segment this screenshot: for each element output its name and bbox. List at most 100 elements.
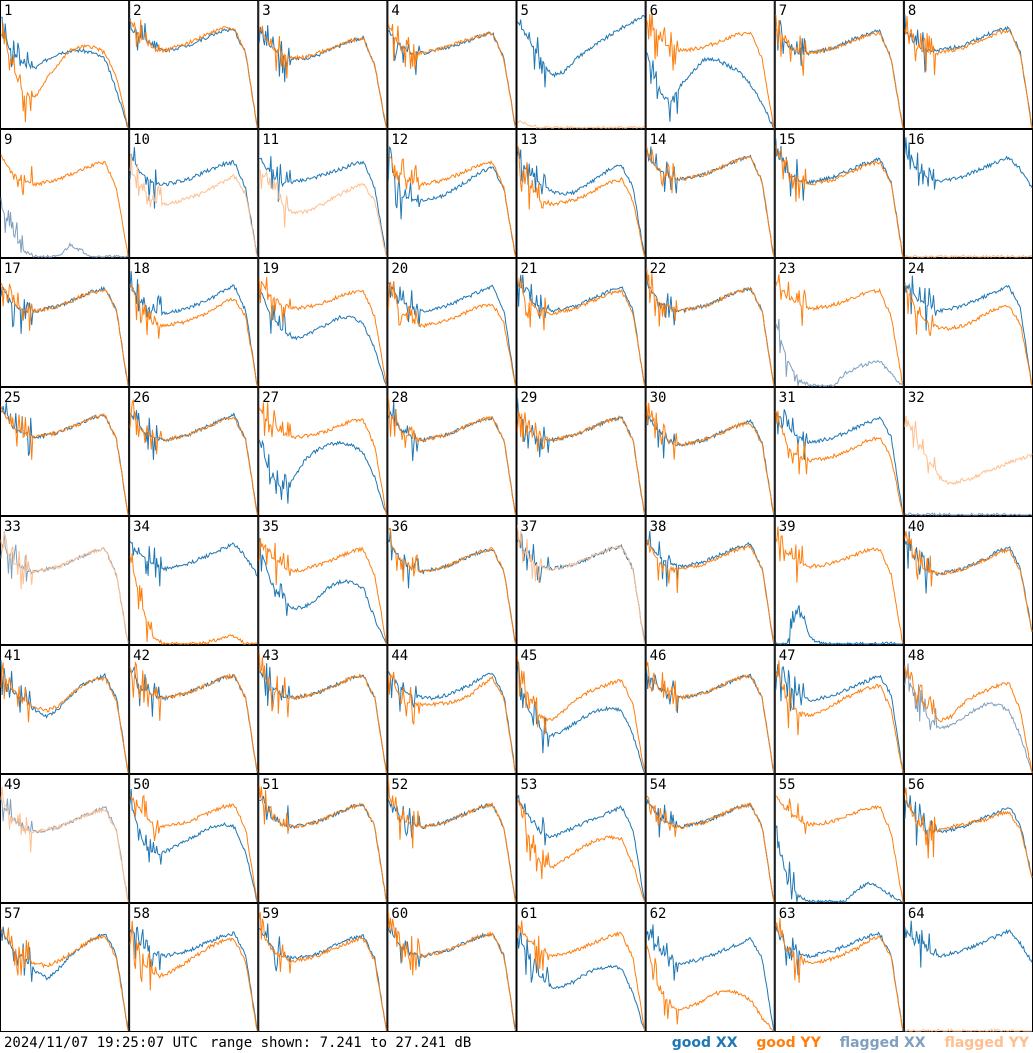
xx-spectrum-line — [517, 927, 646, 1031]
xx-spectrum-line — [0, 16, 129, 128]
xx-spectrum-line — [0, 197, 129, 258]
panel-label: 34 — [133, 519, 150, 535]
legend-good-xx: good XX — [671, 1035, 738, 1051]
panel-label: 56 — [908, 777, 925, 793]
panel-4: 4 — [387, 0, 517, 129]
xx-spectrum-line — [775, 409, 904, 516]
panel-13: 13 — [516, 129, 646, 258]
xx-spectrum-line — [904, 275, 1033, 387]
xx-spectrum-line — [904, 663, 1033, 773]
panel-frame — [258, 129, 388, 258]
panel-label: 46 — [650, 648, 667, 664]
yy-spectrum-line — [775, 274, 904, 386]
panel-frame — [129, 387, 259, 516]
panel-label: 64 — [908, 906, 925, 922]
panel-frame — [516, 645, 646, 774]
panel-51: 51 — [258, 774, 388, 903]
panel-frame — [0, 903, 130, 1032]
panel-frame — [387, 258, 517, 387]
panel-label: 11 — [262, 132, 279, 148]
panel-label: 9 — [4, 132, 12, 148]
yy-spectrum-line — [129, 154, 258, 258]
panel-label: 22 — [650, 261, 667, 277]
yy-spectrum-line — [129, 920, 258, 1031]
panel-5: 5 — [516, 0, 646, 129]
panel-label: 44 — [391, 648, 408, 664]
yy-spectrum-line — [646, 661, 775, 772]
xx-spectrum-line — [129, 410, 258, 515]
panel-37: 37 — [516, 516, 646, 645]
panel-frame — [903, 903, 1033, 1032]
xx-spectrum-line — [904, 531, 1033, 632]
panel-label: 19 — [262, 261, 279, 277]
yy-spectrum-line — [775, 145, 904, 258]
panel-label: 55 — [779, 777, 796, 793]
panel-64: 64 — [903, 903, 1033, 1032]
panel-label: 26 — [133, 390, 150, 406]
yy-spectrum-line — [517, 920, 646, 1031]
panel-6: 6 — [645, 0, 775, 129]
panel-31: 31 — [774, 387, 904, 516]
panel-15: 15 — [774, 129, 904, 258]
yy-spectrum-line — [387, 777, 516, 902]
panel-54: 54 — [645, 774, 775, 903]
yy-spectrum-line — [517, 799, 646, 903]
yy-spectrum-line — [775, 14, 904, 129]
yy-spectrum-line — [646, 401, 775, 514]
panel-27: 27 — [258, 387, 388, 516]
yy-spectrum-line — [646, 146, 775, 258]
panel-frame — [774, 258, 904, 387]
panel-frame — [516, 0, 646, 129]
yy-spectrum-line — [258, 168, 387, 258]
panel-label: 35 — [262, 519, 279, 535]
yy-spectrum-line — [517, 410, 646, 515]
panel-frame — [258, 645, 388, 774]
xx-spectrum-line — [129, 541, 258, 587]
panel-label: 30 — [650, 390, 667, 406]
yy-spectrum-line — [517, 657, 646, 772]
yy-spectrum-line — [258, 786, 387, 901]
panel-label: 47 — [779, 648, 796, 664]
panel-frame — [516, 129, 646, 258]
yy-spectrum-line — [517, 120, 646, 129]
yy-spectrum-line — [904, 1028, 1032, 1032]
panel-32: 32 — [903, 387, 1033, 516]
panel-frame — [387, 387, 517, 516]
panel-label: 39 — [779, 519, 796, 535]
yy-spectrum-line — [0, 406, 129, 516]
panel-label: 24 — [908, 261, 925, 277]
panel-frame — [0, 516, 130, 645]
yy-spectrum-line — [646, 539, 775, 644]
xx-spectrum-line — [259, 156, 387, 258]
panel-35: 35 — [258, 516, 388, 645]
yy-spectrum-line — [258, 912, 387, 1032]
panel-label: 57 — [4, 906, 21, 922]
panel-label: 36 — [391, 519, 408, 535]
xx-spectrum-line — [517, 148, 646, 258]
panel-frame — [129, 903, 259, 1032]
xx-spectrum-line — [517, 795, 646, 902]
panel-frame — [0, 774, 130, 903]
panel-frame — [0, 258, 130, 387]
xx-spectrum-line — [775, 605, 904, 645]
panel-24: 24 — [903, 258, 1033, 387]
panel-frame — [129, 258, 259, 387]
panel-label: 17 — [4, 261, 21, 277]
yy-spectrum-line — [517, 144, 646, 257]
panel-frame — [258, 903, 388, 1032]
panel-label: 6 — [650, 3, 658, 19]
yy-spectrum-line — [129, 399, 258, 515]
xx-spectrum-line — [258, 288, 387, 387]
yy-spectrum-line — [0, 23, 129, 129]
panel-label: 18 — [133, 261, 150, 277]
yy-spectrum-line — [904, 283, 1033, 387]
yy-spectrum-line — [904, 665, 1033, 774]
panel-label: 20 — [391, 261, 408, 277]
panel-label: 12 — [391, 132, 408, 148]
panel-frame — [387, 0, 517, 129]
panel-frame — [645, 129, 775, 258]
xx-spectrum-line — [387, 146, 516, 256]
yy-spectrum-line — [388, 155, 516, 258]
panel-frame — [258, 516, 388, 645]
xx-spectrum-line — [646, 924, 775, 1032]
